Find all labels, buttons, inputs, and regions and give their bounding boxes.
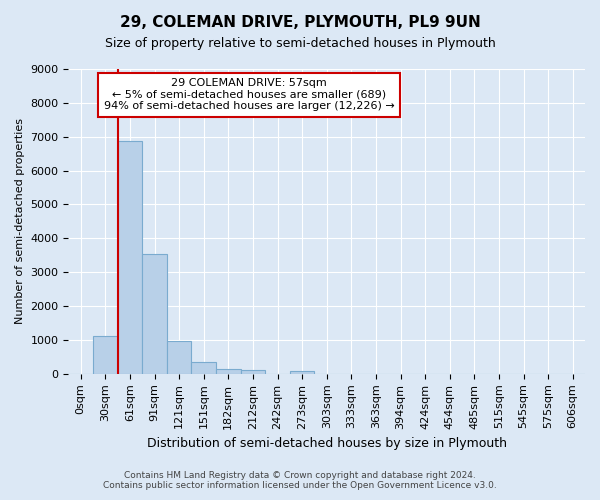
- Text: Contains HM Land Registry data © Crown copyright and database right 2024.
Contai: Contains HM Land Registry data © Crown c…: [103, 470, 497, 490]
- X-axis label: Distribution of semi-detached houses by size in Plymouth: Distribution of semi-detached houses by …: [147, 437, 507, 450]
- Bar: [241, 370, 265, 374]
- Bar: [118, 141, 142, 374]
- Text: 29 COLEMAN DRIVE: 57sqm
← 5% of semi-detached houses are smaller (689)
94% of se: 29 COLEMAN DRIVE: 57sqm ← 5% of semi-det…: [104, 78, 395, 112]
- Bar: [191, 362, 216, 374]
- Text: 29, COLEMAN DRIVE, PLYMOUTH, PL9 9UN: 29, COLEMAN DRIVE, PLYMOUTH, PL9 9UN: [119, 15, 481, 30]
- Y-axis label: Number of semi-detached properties: Number of semi-detached properties: [15, 118, 25, 324]
- Bar: [290, 371, 314, 374]
- Bar: [167, 341, 191, 374]
- Bar: [93, 336, 118, 374]
- Bar: [142, 254, 167, 374]
- Bar: [216, 368, 241, 374]
- Text: Size of property relative to semi-detached houses in Plymouth: Size of property relative to semi-detach…: [104, 38, 496, 51]
